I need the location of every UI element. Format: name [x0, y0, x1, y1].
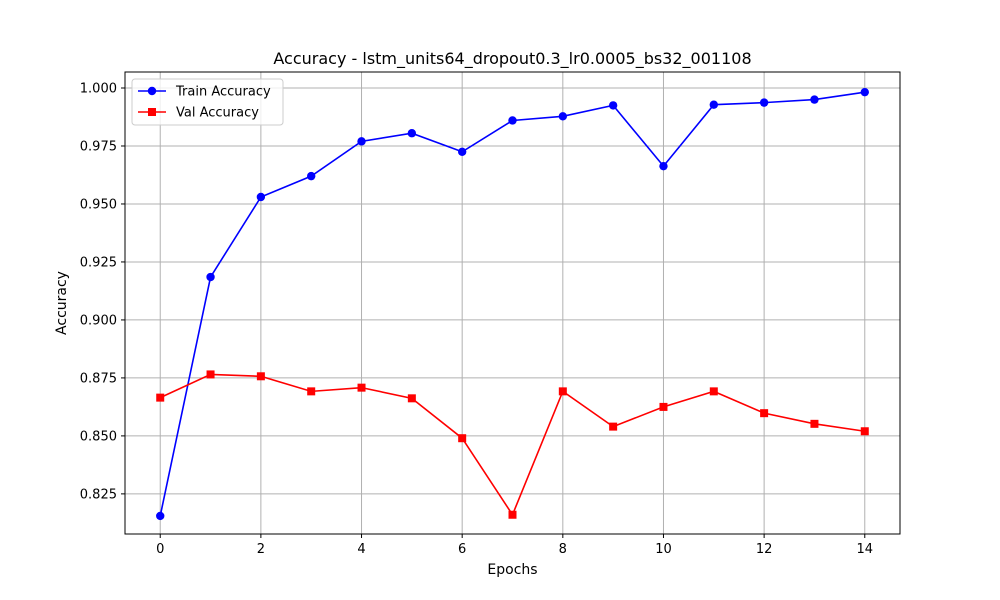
legend-label: Val Accuracy: [176, 106, 259, 121]
data-point: [659, 161, 668, 171]
data-point: [206, 272, 215, 282]
x-tick-label: 10: [655, 542, 672, 557]
y-tick-label: 0.875: [80, 371, 117, 386]
data-point: [458, 434, 467, 443]
data-point: [709, 387, 718, 396]
legend-marker: [148, 108, 156, 116]
x-tick-label: 8: [559, 542, 567, 557]
data-point: [256, 372, 265, 381]
data-point: [508, 510, 517, 519]
y-tick-label: 0.900: [80, 313, 117, 328]
data-point: [206, 370, 215, 379]
data-point: [156, 393, 165, 402]
data-point: [558, 387, 567, 396]
data-point: [760, 409, 769, 418]
data-point: [759, 98, 769, 107]
data-point: [860, 87, 869, 97]
data-point: [357, 383, 366, 392]
x-tick-label: 4: [357, 542, 365, 557]
data-point: [709, 100, 718, 109]
data-point: [508, 116, 517, 125]
x-tick-label: 6: [458, 542, 466, 557]
ticks: 0 2 4 6 8 10 12 14 0.825 0.850 0.875 0.900 0.925 0.95…: [80, 82, 873, 557]
legend-entry: Train Accuracy: [138, 85, 271, 100]
data-point: [156, 511, 165, 521]
data-point: [659, 402, 668, 411]
data-point: [407, 394, 416, 403]
data-point: [457, 147, 467, 156]
y-tick-label: 0.950: [80, 197, 117, 212]
data-point: [810, 419, 819, 428]
y-tick-label: 1.000: [80, 82, 117, 97]
data-point: [609, 422, 618, 431]
grid: [125, 72, 900, 534]
x-tick-label: 0: [156, 542, 164, 557]
y-tick-label: 0.850: [80, 429, 117, 444]
x-tick-label: 14: [856, 542, 873, 557]
legend-box: [131, 78, 284, 126]
chart-title: Accuracy - lstm_units64_dropout0.3_lr0.0…: [273, 49, 751, 69]
data-point: [407, 129, 417, 138]
x-axis-title: Epochs: [487, 562, 537, 578]
y-tick-label: 0.975: [80, 139, 117, 154]
data-point: [608, 101, 618, 110]
y-axis-title: Accuracy: [54, 271, 70, 335]
x-tick-label: 2: [257, 542, 265, 557]
legend: Train Accuracy Val Accuracy: [131, 78, 284, 126]
legend-marker: [147, 86, 157, 96]
data-point: [307, 387, 316, 396]
legend-entry: Val Accuracy: [138, 106, 259, 121]
series-train-accuracy: [156, 87, 869, 521]
data-point: [256, 192, 266, 202]
y-tick-label: 0.925: [80, 255, 117, 270]
data-point: [357, 137, 366, 146]
data-point: [860, 427, 869, 436]
x-tick-label: 12: [756, 542, 773, 557]
data-point: [307, 171, 316, 181]
data-point: [810, 95, 819, 104]
legend-label: Train Accuracy: [175, 85, 271, 100]
series-val-accuracy: [156, 370, 869, 519]
y-tick-label: 0.825: [80, 487, 117, 502]
series-layer: [156, 87, 869, 521]
plot-frame: [124, 71, 901, 535]
data-point: [558, 112, 568, 121]
